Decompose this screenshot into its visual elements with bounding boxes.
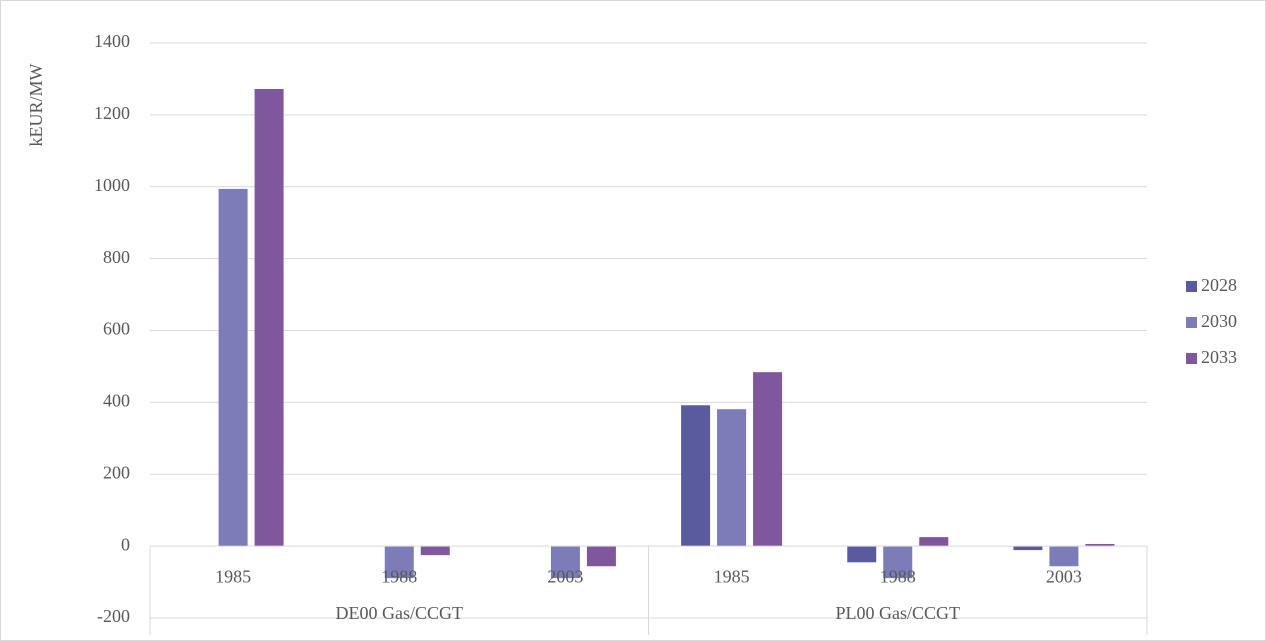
- x-tick-label: 2003: [547, 566, 583, 586]
- bar: [681, 405, 711, 547]
- x-tick-label: 1988: [880, 566, 916, 586]
- y-axis-label: kEUR/MW: [26, 63, 46, 146]
- legend-label: 2033: [1201, 347, 1237, 367]
- x-tick-label: 1988: [381, 566, 417, 586]
- bar: [883, 546, 913, 579]
- legend-swatch: [1186, 317, 1197, 328]
- y-tick-label: 1400: [94, 31, 130, 51]
- y-tick-label: 0: [121, 534, 130, 554]
- bar: [218, 188, 248, 547]
- x-tick-label: 1985: [714, 566, 750, 586]
- bar: [1085, 543, 1115, 547]
- bar: [254, 89, 284, 547]
- legend-label: 2030: [1201, 311, 1237, 331]
- legend-swatch: [1186, 353, 1197, 364]
- group-label: PL00 Gas/CCGT: [835, 603, 960, 623]
- y-tick-label: 1200: [94, 103, 130, 123]
- bar: [1013, 546, 1043, 551]
- y-tick-label: 1000: [94, 175, 130, 195]
- bar: [919, 537, 949, 547]
- bar: [847, 546, 877, 563]
- x-tick-label: 2003: [1046, 566, 1082, 586]
- legend-swatch: [1186, 281, 1197, 292]
- group-label: DE00 Gas/CCGT: [336, 603, 464, 623]
- bar: [753, 372, 783, 547]
- y-tick-label: 400: [103, 391, 130, 411]
- bar: [586, 546, 616, 567]
- bar: [384, 546, 414, 579]
- bar: [420, 546, 450, 556]
- legend-label: 2028: [1201, 275, 1237, 295]
- bar: [550, 546, 580, 579]
- bar: [1049, 546, 1079, 567]
- x-tick-label: 1985: [215, 566, 251, 586]
- bar: [717, 409, 747, 547]
- y-tick-label: 800: [103, 247, 130, 267]
- y-tick-label: -200: [97, 606, 130, 626]
- y-tick-label: 200: [103, 462, 130, 482]
- y-tick-label: 600: [103, 319, 130, 339]
